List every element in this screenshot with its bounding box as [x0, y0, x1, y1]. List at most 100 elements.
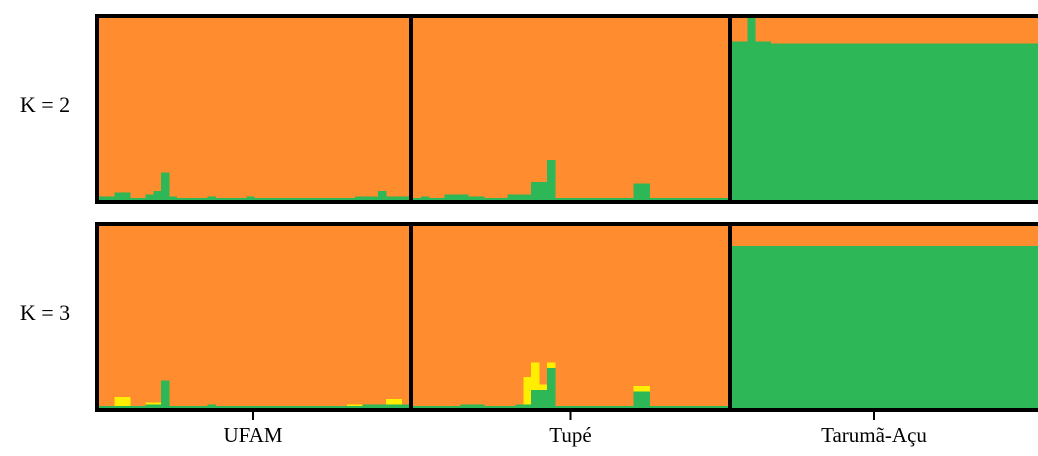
bar-green [704, 406, 713, 408]
bar-green [370, 196, 379, 200]
bar-green [862, 246, 871, 408]
bar-green [460, 194, 469, 200]
bar-green [793, 43, 802, 201]
bar-green [199, 406, 209, 408]
bar-green [122, 192, 131, 200]
bar-green [339, 198, 348, 200]
bar-green [393, 404, 402, 408]
bar-green [720, 198, 729, 200]
bar-green [946, 246, 955, 408]
bar-green [428, 198, 438, 200]
bar-green [953, 43, 963, 201]
bar-green [285, 198, 294, 200]
bar-green [594, 406, 603, 408]
bar-green [499, 198, 509, 200]
bar-yellow [145, 402, 154, 405]
bar-green [854, 246, 863, 408]
bar-green [816, 43, 825, 201]
bar-green [316, 198, 325, 200]
bar-green [393, 196, 402, 200]
bar-green [900, 43, 909, 201]
bar-green [992, 246, 1001, 408]
bar-green [696, 406, 705, 408]
bar-green [114, 406, 123, 408]
bar-green [680, 406, 690, 408]
bar-green [657, 198, 666, 200]
bar-green [413, 198, 422, 200]
bar-green [1015, 43, 1024, 201]
bar-green [483, 406, 493, 408]
bar-green [385, 404, 395, 408]
bar-green [539, 181, 548, 200]
bar-green [885, 43, 894, 201]
bar-green [277, 198, 286, 200]
population-label: Tupé [549, 423, 591, 447]
bar-green [586, 406, 595, 408]
bar-green [892, 43, 901, 201]
bar-green [930, 246, 940, 408]
bar-green [578, 198, 587, 200]
bar-green [785, 246, 794, 408]
bar-green [499, 406, 509, 408]
bar-green [546, 159, 556, 200]
bar-green [460, 404, 469, 408]
bar-yellow [122, 397, 131, 407]
bar-green [153, 404, 162, 408]
bar-green [230, 406, 240, 408]
bar-green [570, 406, 579, 408]
bar-green [609, 406, 619, 408]
bar-green [885, 246, 894, 408]
bar-green [923, 43, 932, 201]
bar-green [554, 406, 564, 408]
bar-green [665, 406, 674, 408]
bar-green [192, 406, 201, 408]
bar-green [184, 198, 193, 200]
bar-green [854, 43, 863, 201]
bar-green [688, 198, 698, 200]
bar-green [554, 198, 564, 200]
bar-green [436, 198, 446, 200]
bar-green [800, 246, 810, 408]
bar-green [331, 198, 340, 200]
bar-green [712, 406, 721, 408]
bar-green [617, 406, 627, 408]
bar-green [747, 18, 756, 200]
bar-green [800, 43, 810, 201]
bar-green [378, 404, 387, 408]
bar-green [401, 404, 410, 408]
bar-green [969, 43, 978, 201]
bar-green [331, 406, 340, 408]
bar-green [570, 198, 579, 200]
bar-green [984, 43, 993, 201]
bar-green [420, 196, 430, 200]
bar-green [370, 404, 379, 408]
bar-green [672, 406, 682, 408]
bar-green [823, 246, 833, 408]
bar-green [476, 404, 485, 408]
bar-yellow [354, 404, 364, 407]
bar-green [785, 43, 794, 201]
bar-green [354, 406, 364, 408]
bar-green [1022, 246, 1031, 408]
bar-green [720, 406, 729, 408]
bar-green [976, 246, 986, 408]
bar-green [507, 194, 516, 200]
bar-green [153, 190, 162, 200]
bar-green [1030, 43, 1038, 201]
bar-green [562, 406, 572, 408]
bar-green [106, 406, 116, 408]
bar-green [915, 43, 924, 201]
bar-yellow [539, 384, 548, 390]
bar-green [468, 196, 477, 200]
bar-green [261, 198, 271, 200]
bar-green [907, 43, 917, 201]
bar-green [145, 194, 154, 200]
bar-green [308, 198, 317, 200]
bar-green [99, 406, 108, 408]
bar-green [594, 198, 603, 200]
bar-green [696, 198, 705, 200]
bar-green [617, 198, 627, 200]
bar-green [625, 406, 635, 408]
bar-green [238, 198, 247, 200]
bar-green [770, 246, 779, 408]
